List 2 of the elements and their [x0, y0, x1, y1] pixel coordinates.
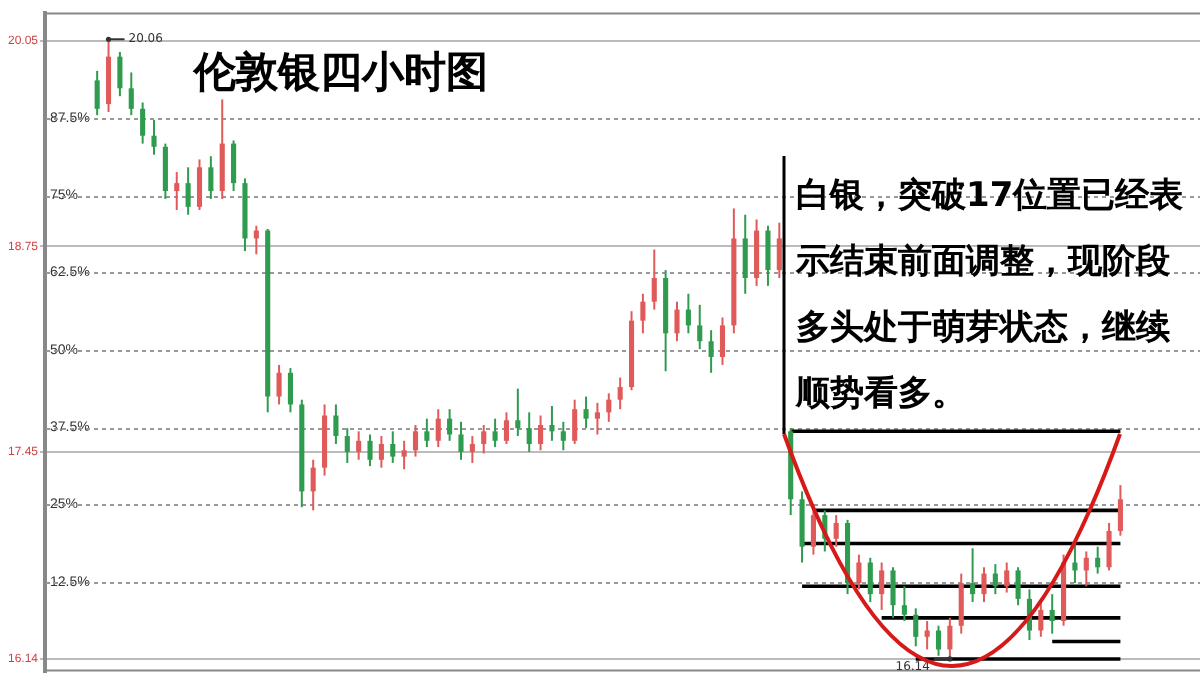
annotation: 白银，突破17位置已经表示结束前面调整，现阶段多头处于萌芽状态，继续顺势看多。 [796, 174, 1186, 418]
text: 伦敦银四小时图 [194, 46, 488, 100]
